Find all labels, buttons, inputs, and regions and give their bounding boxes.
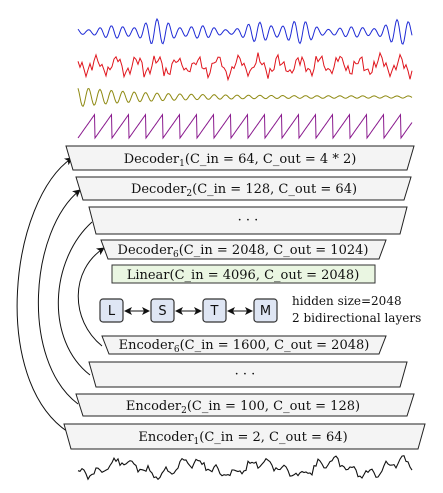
encoder-ellipsis-block: · · ·: [88, 361, 408, 388]
lstm-cell-s-label: S: [158, 304, 166, 319]
decoder-1-name: Decoder: [124, 152, 180, 167]
decoder-6-name: Decoder: [118, 243, 174, 258]
decoder-1-params: (C_in = 64, C_out = 4 * 2): [185, 152, 356, 167]
skip-arrow-2: [37, 189, 81, 405]
linear-params: (C_in = 4096, C_out = 2048): [170, 268, 360, 283]
svg-text:Linear(C_in = 4096, C_out = 20: Linear(C_in = 4096, C_out = 2048): [127, 268, 360, 283]
red-wave: [77, 51, 413, 82]
lstm-cell-t: [202, 298, 227, 323]
decoder-6-params: (C_in = 2048, C_out = 1024): [179, 243, 369, 258]
lstm-cell-m: [253, 298, 278, 323]
linear-name: Linear: [127, 268, 171, 283]
decoder-ellipsis-block: · · ·: [88, 206, 408, 235]
decoder-2-sub: 2: [186, 189, 192, 199]
svg-text:Encoder6(C_in = 1600, C_out =: Encoder6(C_in = 1600, C_out = 2048): [119, 338, 370, 355]
decoder-2-params: (C_in = 128, C_out = 64): [192, 182, 357, 197]
encoder-2-params: (C_in = 100, C_out = 128): [187, 399, 360, 414]
skip-arrow-3: [57, 221, 93, 376]
olive-wave: [77, 88, 413, 108]
output-waveforms: [77, 17, 413, 140]
encoder-2-name: Encoder: [126, 399, 182, 414]
lstm-hidden-size-note: hidden size=2048: [292, 294, 402, 308]
svg-text:Encoder2(C_in = 100, C_out = 1: Encoder2(C_in = 100, C_out = 128): [126, 399, 360, 416]
encoder-6-block: Encoder6(C_in = 1600, C_out = 2048): [101, 335, 387, 355]
decoder-6-sub: 6: [173, 250, 179, 260]
lstm-cell-m-label: M: [260, 304, 271, 319]
decoder-ellipsis: · · ·: [238, 213, 259, 228]
lstm-cell-t-label: T: [210, 304, 219, 319]
linear-block: Linear(C_in = 4096, C_out = 2048): [111, 264, 376, 284]
lstm-cell-l: [99, 298, 124, 323]
decoder-2-block: Decoder2(C_in = 128, C_out = 64): [75, 176, 412, 201]
svg-text:Decoder6(C_in = 2048, C_out =: Decoder6(C_in = 2048, C_out = 1024): [118, 243, 369, 260]
encoder-6-name: Encoder: [119, 338, 175, 353]
lstm-cell-s: [150, 298, 175, 323]
skip-connections: [16, 157, 105, 433]
encoder-6-params: (C_in = 1600, C_out = 2048): [180, 338, 370, 353]
skip-arrow-1: [16, 157, 73, 433]
decoder-6-block: Decoder6(C_in = 2048, C_out = 1024): [100, 239, 387, 260]
svg-text:Encoder1(C_in = 2, C_out = 64): Encoder1(C_in = 2, C_out = 64): [138, 430, 347, 447]
lstm-layers-note: 2 bidirectional layers: [292, 311, 421, 325]
encoder-1-params: (C_in = 2, C_out = 64): [199, 430, 347, 445]
blue-wave: [77, 17, 413, 45]
lstm-row: L S T M hidden size=2048 2 bidirectional…: [99, 294, 421, 325]
lstm-cell-l-label: L: [108, 304, 116, 319]
encoder-1-name: Encoder: [138, 430, 194, 445]
decoder-1-sub: 1: [179, 159, 185, 169]
svg-text:Decoder2(C_in = 128, C_out = 6: Decoder2(C_in = 128, C_out = 64): [131, 182, 357, 199]
decoder-1-block: Decoder1(C_in = 64, C_out = 4 * 2): [65, 145, 415, 171]
encoder-1-block: Encoder1(C_in = 2, C_out = 64): [63, 423, 426, 450]
encoder-6-sub: 6: [174, 345, 180, 355]
encoder-ellipsis: · · ·: [235, 367, 256, 382]
purple-sawtooth-wave: [77, 113, 413, 140]
encoder-2-sub: 2: [181, 406, 187, 416]
input-signal-wave: [77, 455, 413, 481]
decoder-2-name: Decoder: [131, 182, 187, 197]
encoder-1-sub: 1: [194, 437, 200, 447]
encoder-2-block: Encoder2(C_in = 100, C_out = 128): [75, 393, 415, 417]
svg-text:Decoder1(C_in = 64, C_out = 4: Decoder1(C_in = 64, C_out = 4 * 2): [124, 152, 357, 169]
skip-arrow-4: [77, 247, 105, 347]
